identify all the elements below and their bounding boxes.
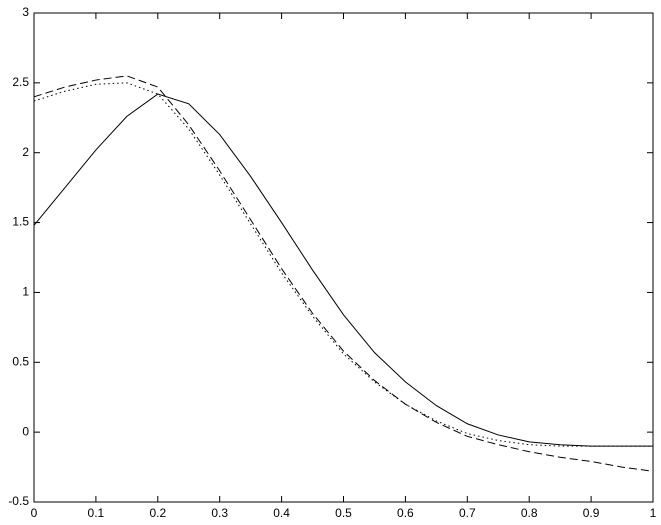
x-tick-label: 0.2 — [149, 506, 166, 520]
y-tick-label: 0 — [22, 424, 29, 438]
x-tick-label: 0.6 — [397, 506, 414, 520]
x-tick-label: 0.9 — [583, 506, 600, 520]
y-tick-label: 2.5 — [12, 75, 29, 89]
x-tick-label: 1 — [650, 506, 657, 520]
x-tick-label: 0.7 — [459, 506, 476, 520]
x-tick-label: 0.3 — [211, 506, 228, 520]
y-tick-label: 1.5 — [12, 215, 29, 229]
x-tick-label: 0.4 — [273, 506, 290, 520]
line — [33, 75, 654, 472]
x-tick-label: 0.1 — [88, 506, 105, 520]
y-tick-label: 3 — [22, 5, 29, 19]
y-tick-label: 2 — [22, 145, 29, 159]
plot-frame — [33, 12, 654, 503]
x-tick-label: 0 — [31, 506, 38, 520]
y-tick-label: -0.5 — [8, 494, 29, 508]
line — [33, 93, 653, 447]
y-tick-label: 1 — [22, 285, 29, 299]
x-tick-label: 0.8 — [521, 506, 538, 520]
y-tick-label: 0.5 — [12, 354, 29, 368]
line — [33, 82, 653, 447]
x-tick-label: 0.5 — [335, 506, 352, 520]
